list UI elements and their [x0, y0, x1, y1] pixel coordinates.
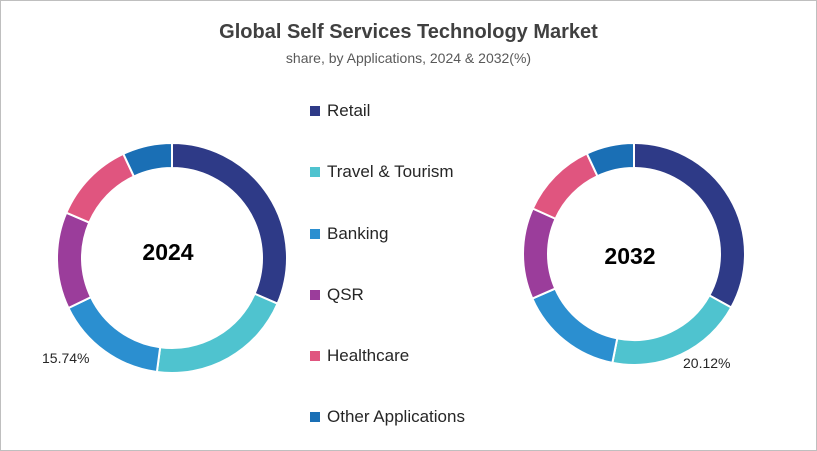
donut-2032 — [522, 141, 746, 366]
slice-other-applications-2032 — [585, 141, 635, 178]
slice-banking-2032 — [531, 287, 619, 365]
slice-travel-tourism-2024 — [155, 292, 279, 374]
slice-healthcare-2032 — [531, 152, 599, 221]
chart-title: Global Self Services Technology Market — [219, 21, 598, 43]
slice-qsr-2024 — [56, 211, 93, 310]
legend-swatch-banking — [310, 229, 320, 239]
legend-swatch-retail — [310, 106, 320, 116]
slice-qsr-2032 — [522, 207, 557, 300]
legend-swatch-qsr — [310, 290, 320, 300]
slice-healthcare-2024 — [64, 152, 136, 224]
slice-retail-2024 — [171, 141, 288, 305]
legend-label-travel-tourism: Travel & Tourism — [327, 162, 454, 181]
legend-swatch-healthcare — [310, 351, 320, 361]
data-label-travel-2032: 20.12% — [683, 355, 730, 371]
legend-swatch-other-applications — [310, 412, 320, 422]
center-label-2032: 2032 — [604, 243, 655, 269]
legend-label-healthcare: Healthcare — [327, 346, 410, 365]
legend-label-other-applications: Other Applications — [327, 407, 465, 426]
data-label-banking-2024: 15.74% — [42, 350, 89, 366]
slice-retail-2032 — [633, 141, 746, 309]
slice-other-applications-2024 — [121, 141, 173, 178]
legend-label-qsr: QSR — [327, 285, 364, 304]
legend-swatch-travel-tourism — [310, 167, 320, 177]
legend-label-retail: Retail — [327, 101, 371, 120]
chart-subtitle: share, by Applications, 2024 & 2032(%) — [285, 50, 532, 66]
donut-2024 — [56, 141, 288, 374]
legend-label-banking: Banking — [327, 224, 389, 243]
center-label-2024: 2024 — [142, 239, 193, 265]
